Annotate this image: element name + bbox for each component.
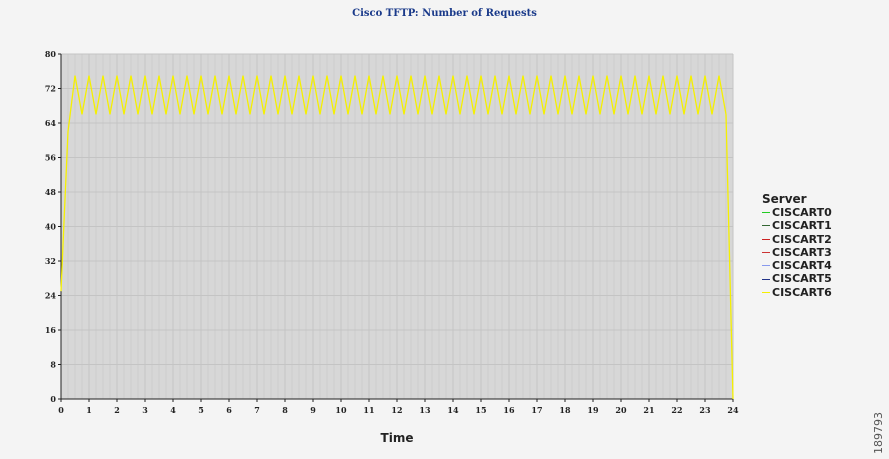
legend-swatch [762,225,770,227]
y-tick-label: 16 [45,325,57,335]
series-line-ciscart6 [60,75,734,400]
x-tick-label: 13 [419,405,431,415]
legend-item: CISCART6 [762,286,832,299]
y-tick-label: 56 [45,153,57,163]
y-tick-label: 0 [50,394,56,404]
x-tick-label: 0 [58,405,64,415]
x-tick-label: 2 [114,405,120,415]
x-tick-label: 21 [643,405,654,415]
x-tick-label: 8 [282,405,288,415]
y-tick-label: 40 [45,222,57,232]
legend-item: CISCART3 [762,246,832,259]
legend-item: CISCART5 [762,272,832,285]
x-tick-label: 17 [531,405,542,415]
x-tick-label: 23 [699,405,711,415]
x-tick-label: 20 [615,405,627,415]
x-tick-label: 5 [198,405,204,415]
y-tick-label: 72 [45,84,56,94]
x-tick-label: 4 [170,405,176,415]
legend-item: CISCART2 [762,233,832,246]
legend-label: CISCART5 [772,272,832,286]
legend-label: CISCART4 [772,259,832,273]
x-tick-label: 7 [254,405,260,415]
legend-item: CISCART1 [762,219,832,232]
y-tick-label: 48 [45,187,57,197]
legend-swatch [762,238,770,240]
x-tick-label: 6 [226,405,232,415]
x-tick-label: 9 [310,405,316,415]
legend-swatch [762,278,770,280]
x-tick-label: 11 [363,405,374,415]
x-tick-label: 19 [587,405,599,415]
legend-item: CISCART0 [762,206,832,219]
y-tick-label: 32 [45,256,56,266]
x-tick-label: 10 [335,405,347,415]
y-tick-label: 8 [50,360,56,370]
x-tick-label: 12 [391,405,402,415]
figure-id: 189793 [872,412,885,454]
x-tick-label: 3 [142,405,148,415]
x-axis-label: Time [381,431,414,445]
x-tick-label: 22 [671,405,682,415]
x-tick-label: 18 [559,405,571,415]
legend-label: CISCART0 [772,206,832,219]
legend-label: CISCART2 [772,232,832,246]
legend-title: Server [762,192,807,206]
chart-title: Cisco TFTP: Number of Requests [352,8,537,19]
legend-item: CISCART4 [762,259,832,272]
legend-label: CISCART1 [772,219,832,233]
y-tick-label: 80 [45,49,57,59]
legend-swatch [762,252,770,254]
x-tick-label: 1 [86,405,92,415]
y-tick-label: 24 [45,291,57,301]
legend-swatch [762,265,770,267]
y-tick-label: 64 [45,118,57,128]
legend-label: CISCART6 [772,285,832,299]
x-tick-label: 15 [475,405,486,415]
x-tick-label: 16 [503,405,515,415]
legend-label: CISCART3 [772,245,832,259]
legend-swatch [762,291,770,293]
x-tick-label: 14 [447,405,459,415]
legend-swatch [762,212,770,214]
x-tick-label: 24 [727,405,739,415]
legend: Server CISCART0 CISCART1 CISCART2 CISCART3 C… [762,192,832,299]
